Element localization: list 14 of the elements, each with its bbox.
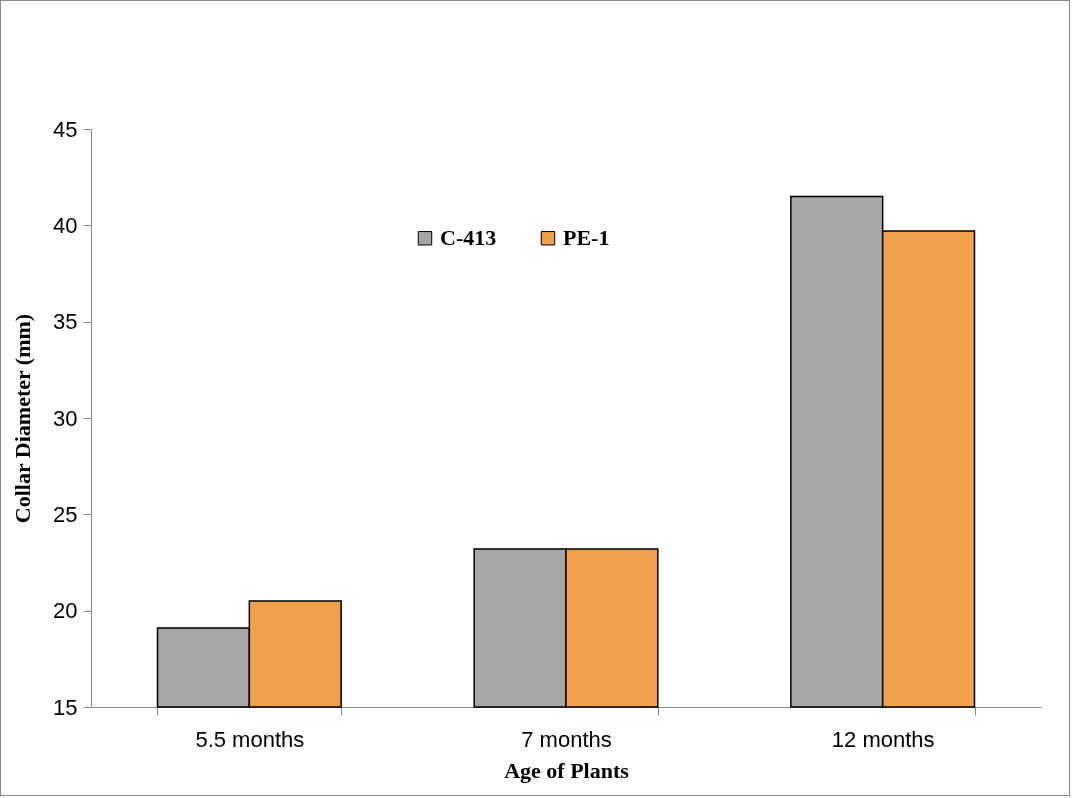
y-tick-label: 40 bbox=[53, 212, 78, 238]
legend-label: C-413 bbox=[440, 225, 497, 251]
x-tick-label: 7 months bbox=[521, 726, 612, 752]
y-axis-title: Collar Diameter (mm) bbox=[10, 313, 36, 524]
y-tick-label: 35 bbox=[53, 309, 78, 335]
y-tick-label: 45 bbox=[53, 116, 78, 142]
x-tick-label: 12 months bbox=[831, 726, 935, 752]
legend-label: PE-1 bbox=[563, 225, 610, 251]
y-tick-label: 30 bbox=[53, 405, 78, 431]
y-tick-label: 20 bbox=[53, 598, 78, 624]
x-tick-label: 5.5 months bbox=[195, 726, 305, 752]
y-tick-label: 25 bbox=[53, 501, 78, 527]
x-axis-title: Age of Plants bbox=[504, 757, 630, 783]
y-tick-label: 15 bbox=[53, 694, 78, 720]
